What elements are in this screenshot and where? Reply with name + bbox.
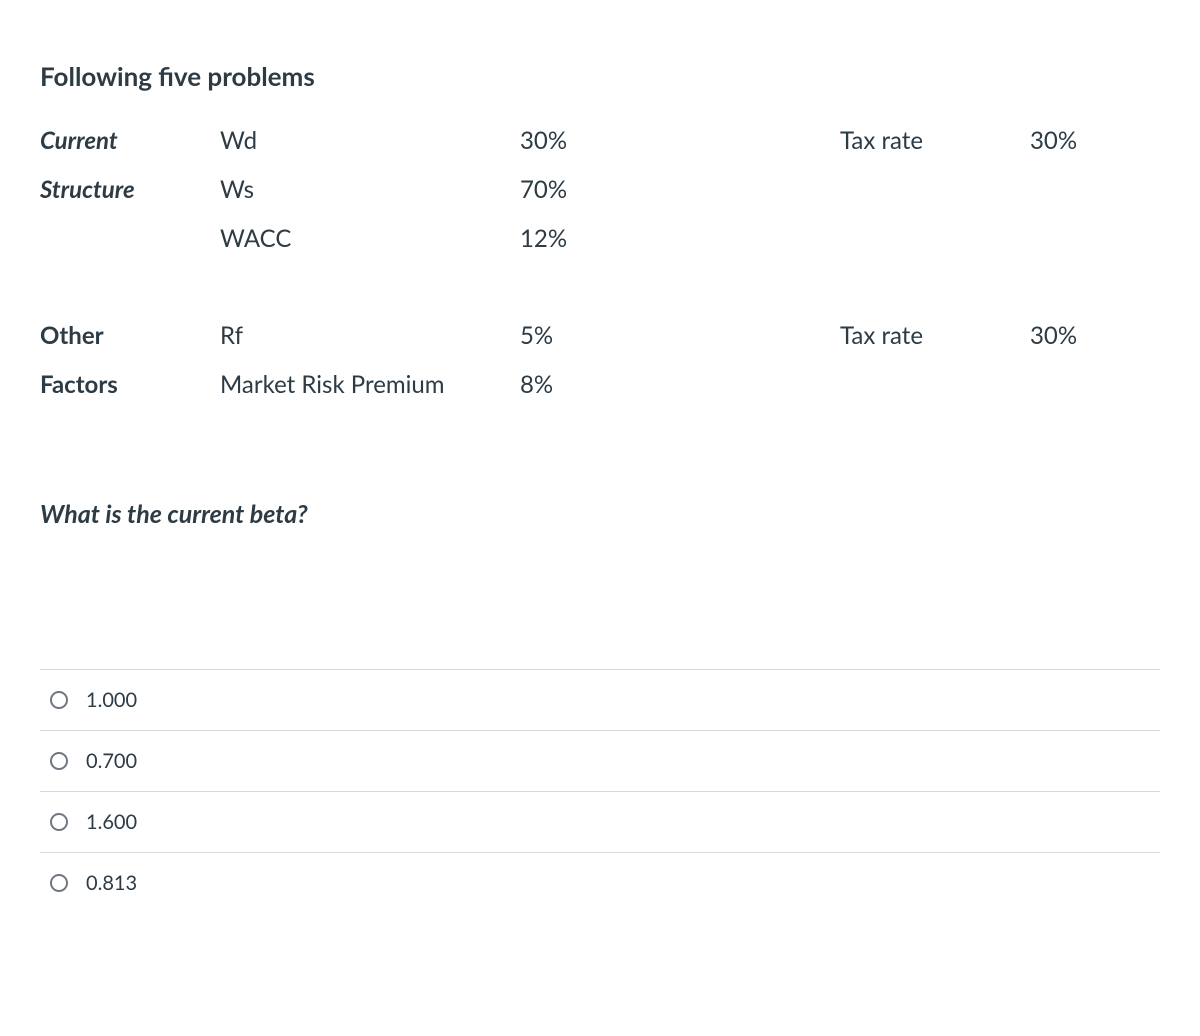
option-label: 1.000 bbox=[86, 688, 137, 712]
extra-label: Tax rate bbox=[840, 116, 1030, 165]
option-row[interactable]: 1.600 bbox=[40, 791, 1160, 852]
param-name: Wd bbox=[220, 116, 520, 165]
param-name: Ws bbox=[220, 165, 520, 214]
table-row: Structure Ws 70% bbox=[40, 165, 1160, 214]
param-name: Rf bbox=[220, 311, 520, 360]
data-table-section-2: Other Rf 5% Tax rate 30% Factors Market … bbox=[40, 311, 1160, 409]
option-label: 1.600 bbox=[86, 810, 137, 834]
table-row: WACC 12% bbox=[40, 214, 1160, 263]
extra-label bbox=[840, 360, 1030, 409]
param-value: 12% bbox=[520, 214, 840, 263]
row-label: Structure bbox=[40, 165, 220, 214]
extra-label bbox=[840, 214, 1030, 263]
param-value: 30% bbox=[520, 116, 840, 165]
extra-value bbox=[1030, 165, 1160, 214]
radio-icon[interactable] bbox=[50, 691, 68, 709]
param-value: 70% bbox=[520, 165, 840, 214]
param-name: WACC bbox=[220, 214, 520, 263]
param-value: 5% bbox=[520, 311, 840, 360]
extra-label bbox=[840, 165, 1030, 214]
question-text: What is the current beta? bbox=[40, 499, 1160, 529]
spacer bbox=[40, 263, 1160, 293]
option-label: 0.700 bbox=[86, 749, 137, 773]
radio-icon[interactable] bbox=[50, 813, 68, 831]
param-name: Market Risk Premium bbox=[220, 360, 520, 409]
table-row: Other Rf 5% Tax rate 30% bbox=[40, 311, 1160, 360]
option-row[interactable]: 0.700 bbox=[40, 730, 1160, 791]
data-table-section-1: Current Wd 30% Tax rate 30% Structure Ws… bbox=[40, 116, 1160, 293]
extra-value: 30% bbox=[1030, 311, 1160, 360]
extra-label: Tax rate bbox=[840, 311, 1030, 360]
param-value: 8% bbox=[520, 360, 840, 409]
title: Following five problems bbox=[40, 60, 1160, 92]
table-row: Factors Market Risk Premium 8% bbox=[40, 360, 1160, 409]
table-row: Current Wd 30% Tax rate 30% bbox=[40, 116, 1160, 165]
row-label: Other bbox=[40, 311, 220, 360]
options-list: 1.000 0.700 1.600 0.813 bbox=[40, 669, 1160, 913]
extra-value: 30% bbox=[1030, 116, 1160, 165]
row-label: Current bbox=[40, 116, 220, 165]
radio-icon[interactable] bbox=[50, 874, 68, 892]
option-row[interactable]: 1.000 bbox=[40, 669, 1160, 730]
row-label bbox=[40, 214, 220, 263]
radio-icon[interactable] bbox=[50, 752, 68, 770]
option-row[interactable]: 0.813 bbox=[40, 852, 1160, 913]
option-label: 0.813 bbox=[86, 871, 137, 895]
extra-value bbox=[1030, 214, 1160, 263]
row-label: Factors bbox=[40, 360, 220, 409]
extra-value bbox=[1030, 360, 1160, 409]
